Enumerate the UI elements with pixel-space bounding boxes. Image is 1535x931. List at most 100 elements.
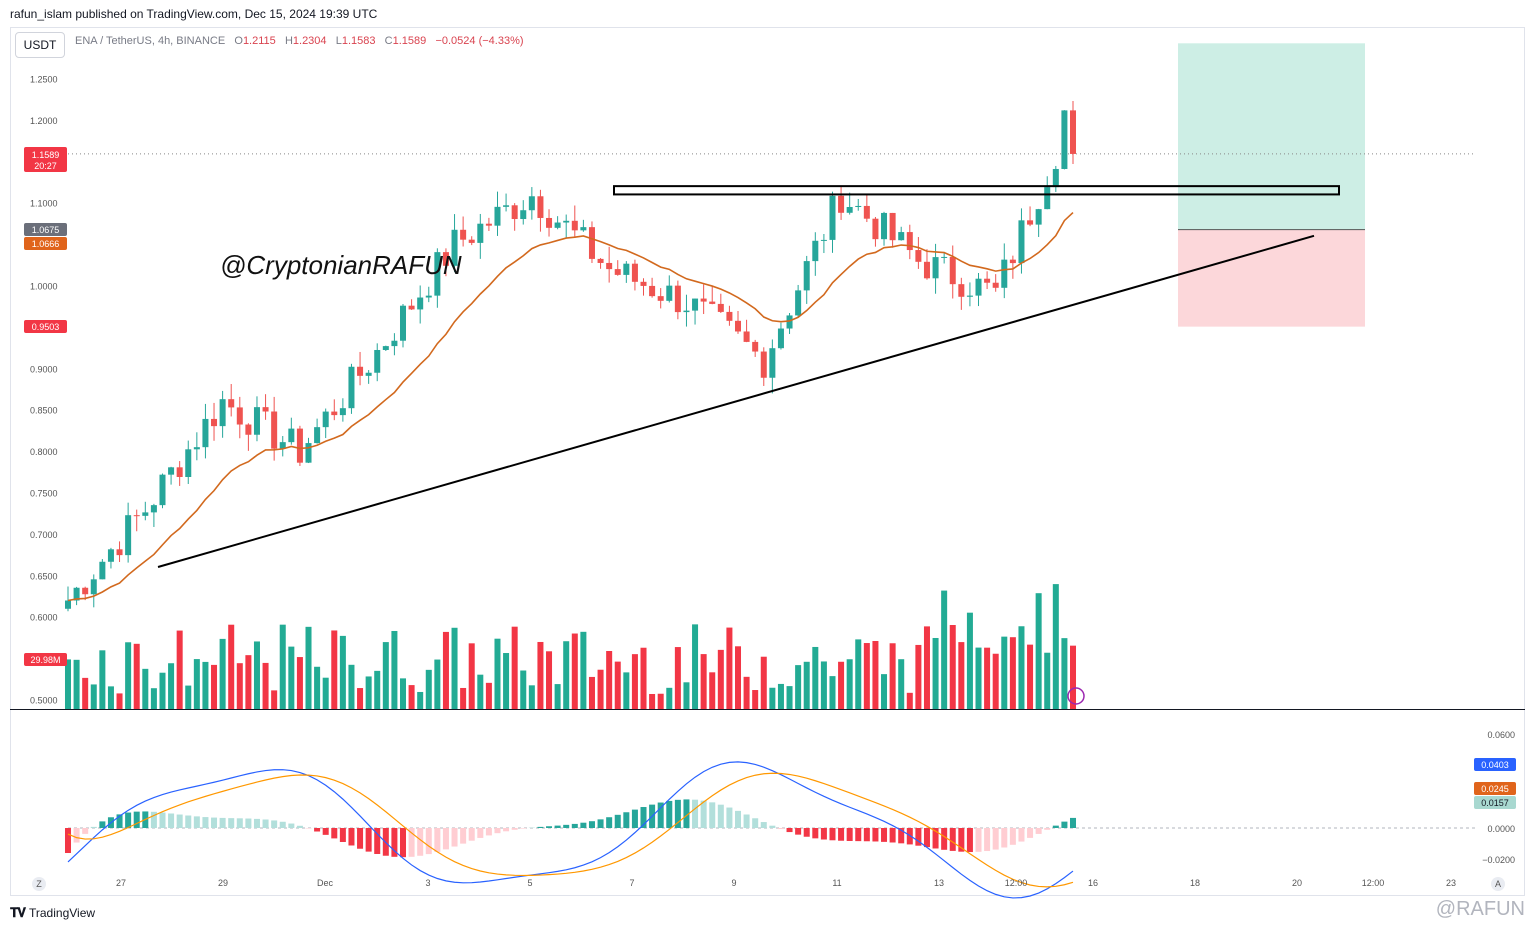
- volume-bar: [82, 677, 89, 709]
- volume-bar: [425, 669, 432, 709]
- macd-line: [67, 761, 1074, 899]
- candle-body: [477, 223, 484, 243]
- macd-hist-bar: [563, 824, 570, 828]
- macd-hist-bar: [683, 799, 690, 828]
- macd-hist-bar: [949, 828, 956, 851]
- candle-body: [666, 285, 673, 301]
- currency-button[interactable]: USDT: [15, 32, 65, 58]
- candle-body: [1044, 187, 1051, 210]
- candle-body: [1001, 259, 1008, 288]
- candle-body: [1018, 220, 1025, 264]
- macd-hist-bar: [752, 818, 759, 828]
- volume-bar: [176, 630, 183, 709]
- target-zone: [1178, 43, 1365, 230]
- volume-bar: [485, 682, 492, 709]
- candle-body: [923, 261, 930, 279]
- volume-bar: [503, 653, 510, 709]
- candle-body: [219, 399, 226, 427]
- candle-body: [588, 227, 595, 259]
- candle-body: [1061, 110, 1068, 169]
- volume-bar: [417, 691, 424, 709]
- candle-body: [984, 278, 991, 283]
- volume-bar: [391, 630, 398, 709]
- macd-hist-bar: [872, 828, 879, 842]
- macd-hist-bar: [855, 828, 862, 842]
- hist-badge-bg: [1474, 796, 1516, 809]
- candle-body: [554, 222, 561, 228]
- volume-bar: [434, 659, 441, 709]
- macd-tick-label: 0.0600: [1487, 730, 1515, 740]
- volume-bar: [202, 661, 209, 709]
- volume-bar: [640, 647, 647, 709]
- volume-bar: [898, 659, 905, 709]
- candle-body: [700, 298, 707, 302]
- macd-tick-label: 0.0000: [1487, 824, 1515, 834]
- author-watermark: @CryptonianRAFUN: [220, 250, 462, 280]
- candle-body: [176, 467, 183, 477]
- macd-hist-bar: [279, 821, 286, 828]
- macd-hist-bar: [795, 828, 802, 835]
- x-tick-label: 9: [731, 878, 736, 888]
- stop-zone: [1178, 229, 1365, 327]
- candle-body: [889, 212, 896, 241]
- volume-bar: [546, 651, 553, 709]
- auto-scale-button[interactable]: A: [1491, 877, 1505, 891]
- volume-bar: [803, 661, 810, 709]
- macd-hist-bar: [580, 822, 587, 828]
- candle-body: [468, 239, 475, 243]
- candle-body: [202, 418, 209, 448]
- candle-body: [99, 561, 106, 580]
- volume-bar: [64, 659, 72, 709]
- macd-hist-bar: [90, 826, 97, 828]
- candle-body: [941, 256, 948, 258]
- volume-bar: [253, 641, 260, 709]
- candle-body: [511, 205, 518, 220]
- macd-hist-bar: [597, 819, 604, 828]
- volume-bar: [649, 693, 656, 709]
- volume-bar: [580, 631, 587, 709]
- candle-body: [966, 295, 973, 297]
- candle-body: [168, 467, 175, 475]
- candle-body: [408, 305, 415, 310]
- volume-bar: [674, 647, 681, 709]
- volume-bar: [623, 672, 630, 709]
- zoom-button[interactable]: Z: [32, 877, 46, 891]
- hist-badge: 0.0157: [1481, 798, 1509, 808]
- volume-badge: 29.98M: [30, 655, 60, 665]
- candle-body: [417, 297, 424, 310]
- volume-bar: [606, 651, 613, 709]
- macd-hist-bar: [537, 826, 544, 828]
- macd-hist-bar: [434, 828, 441, 852]
- macd-hist-bar: [374, 828, 381, 854]
- volume-bar: [700, 654, 707, 709]
- macd-hist-bar: [786, 828, 793, 833]
- volume-bar: [923, 626, 930, 709]
- macd-hist-bar: [425, 828, 432, 855]
- macd-hist-bar: [125, 812, 132, 828]
- y-tick-label: 1.2000: [30, 116, 58, 126]
- macd-hist-bar: [709, 802, 716, 828]
- volume-bar: [99, 650, 106, 709]
- volume-bar: [271, 690, 278, 709]
- macd-hist-bar: [116, 814, 123, 828]
- candle-body: [546, 217, 553, 228]
- x-tick-label: 27: [116, 878, 126, 888]
- x-tick-label: Dec: [317, 878, 334, 888]
- x-tick-label: 18: [1190, 878, 1200, 888]
- volume-bar: [1052, 584, 1059, 709]
- volume-bar: [408, 685, 415, 709]
- x-tick-label: 12:00: [1362, 878, 1385, 888]
- tradingview-logo[interactable]: 𝐓𝐕 TradingView: [10, 905, 95, 921]
- stop-badge: 0.9503: [32, 322, 60, 332]
- volume-bar: [1001, 636, 1008, 709]
- volume-bar: [769, 687, 776, 709]
- candle-body: [305, 443, 312, 463]
- candle-body: [73, 587, 80, 601]
- tradingview-brand: TradingView: [29, 906, 96, 920]
- volume-bar: [339, 635, 346, 709]
- volume-bar: [279, 624, 286, 709]
- candle-body: [125, 515, 132, 556]
- candle-body: [606, 262, 613, 270]
- volume-bar: [322, 677, 329, 709]
